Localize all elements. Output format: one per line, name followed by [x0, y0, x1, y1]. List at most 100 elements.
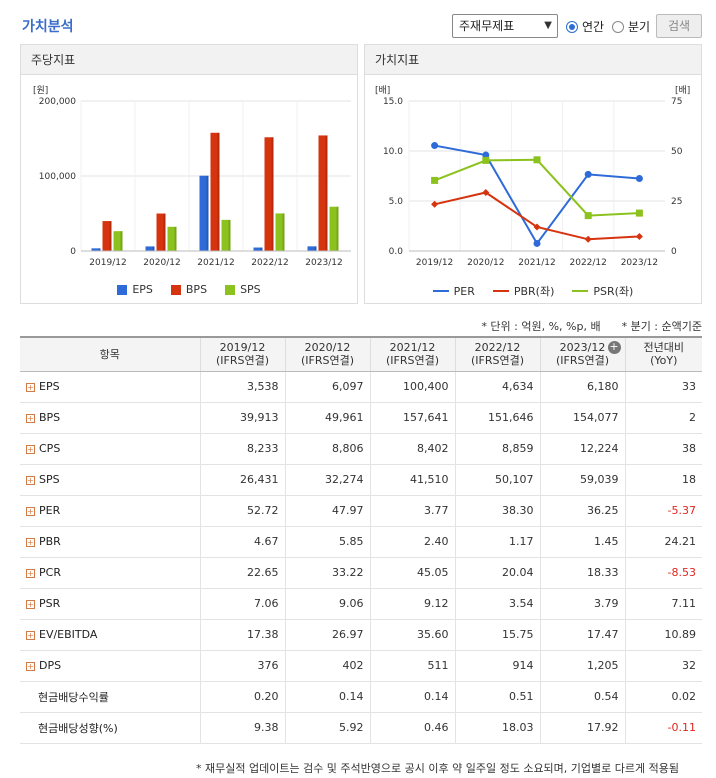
value-cell: 154,077	[540, 402, 626, 434]
value-cell: 32,274	[285, 464, 371, 496]
table-row: + EV/EBITDA 17.38 26.97 35.60 15.75 17.47 10.89	[20, 619, 702, 651]
valuation-table: 항목 2019/12 (IFRS연결) 2020/12 (IFRS연결) 2021/12(…	[20, 336, 702, 744]
value-cell: 36.25	[540, 495, 626, 527]
x-tick-label: 2020/12	[467, 258, 504, 268]
point-pbr	[533, 223, 541, 231]
bar-shade	[336, 206, 339, 251]
expand-icon[interactable]: +	[26, 661, 35, 671]
bar-shade	[217, 132, 220, 251]
header-sublabel: (IFRS연결)	[385, 354, 440, 368]
value-cell: 9.06	[285, 588, 371, 620]
bar-sps	[113, 231, 123, 251]
value-cell: 0.51	[455, 681, 541, 713]
legend-label: PBR(좌)	[513, 285, 555, 298]
table-header-row: 항목 2019/12 (IFRS연결) 2020/12 (IFRS연결) 2021/12(…	[20, 336, 702, 372]
value-cell: 1.45	[540, 526, 626, 558]
value-cell: 5.85	[285, 526, 371, 558]
table-row: + EPS 3,538 6,097 100,400 4,634 6,180 33	[20, 371, 702, 403]
y-tick-label-right: 75	[671, 97, 682, 107]
y-tick-label-right: 0	[671, 247, 677, 257]
row-name: PER	[39, 504, 61, 517]
x-tick-label: 2020/12	[143, 258, 180, 268]
table-row: 현금배당성향(%) 9.38 5.92 0.46 18.03 17.92 -0.11	[20, 712, 702, 744]
bar-shade	[228, 219, 231, 251]
per-share-bar-chart: [원] 0 100,000 200,000 2019/12 2020/12 2021/12 2…	[33, 85, 351, 268]
expand-icon[interactable]: +	[26, 475, 35, 485]
row-label: 현금배당수익률	[20, 681, 201, 713]
value-cell: 8,806	[285, 433, 371, 465]
value-cell: 15.75	[455, 619, 541, 651]
value-cell: 38.30	[455, 495, 541, 527]
row-label[interactable]: + PCR	[20, 557, 201, 589]
bar-shade	[163, 213, 166, 251]
bar-shade	[206, 175, 209, 251]
yoy-cell: 2	[625, 402, 702, 434]
row-label[interactable]: + PER	[20, 495, 201, 527]
yoy-cell: 0.02	[625, 681, 702, 713]
yoy-cell: 10.89	[625, 619, 702, 651]
value-cell: 8,233	[200, 433, 286, 465]
row-label[interactable]: + EPS	[20, 371, 201, 403]
value-cell: 8,402	[370, 433, 456, 465]
value-cell: 7.06	[200, 588, 286, 620]
expand-icon[interactable]: +	[26, 506, 35, 516]
value-cell: 9.38	[200, 712, 286, 744]
legend-item: EPS	[117, 283, 153, 296]
expand-icon[interactable]: +	[26, 599, 35, 609]
value-cell: 18.03	[455, 712, 541, 744]
bar-eps	[253, 247, 263, 251]
chevron-down-icon: ▼	[544, 20, 552, 31]
search-button[interactable]: 검색	[656, 14, 702, 38]
bar-shade	[98, 248, 101, 251]
yoy-cell: 24.21	[625, 526, 702, 558]
row-label[interactable]: + PSR	[20, 588, 201, 620]
expand-icon[interactable]: +	[26, 630, 35, 640]
value-cell: 45.05	[370, 557, 456, 589]
expand-icon[interactable]: +	[26, 444, 35, 454]
section-title: 가치분석	[22, 19, 74, 35]
bar-bps	[210, 132, 220, 251]
table-row: + BPS 39,913 49,961 157,641 151,646 154,077 2	[20, 402, 702, 434]
row-label[interactable]: + DPS	[20, 650, 201, 682]
legend-label: EPS	[132, 283, 153, 296]
point-psr	[533, 156, 541, 164]
y-tick-label-left: 0.0	[389, 247, 404, 257]
value-cell: 49,961	[285, 402, 371, 434]
table-row: + CPS 8,233 8,806 8,402 8,859 12,224 38	[20, 433, 702, 465]
statement-select[interactable]: 주재무제표 ▼	[452, 14, 558, 38]
table-row: + SPS 26,431 32,274 41,510 50,107 59,039 18	[20, 464, 702, 496]
row-label[interactable]: + SPS	[20, 464, 201, 496]
bar-shade	[325, 135, 328, 251]
expand-icon[interactable]: +	[26, 382, 35, 392]
y-tick-label-left: 10.0	[383, 147, 403, 157]
point-psr	[482, 156, 490, 164]
yoy-cell: -0.11	[625, 712, 702, 744]
expand-icon[interactable]: +	[26, 537, 35, 547]
header-item: 항목	[20, 336, 201, 372]
row-label[interactable]: + EV/EBITDA	[20, 619, 201, 651]
bar-bps	[156, 213, 166, 251]
expand-icon[interactable]: +	[26, 568, 35, 578]
row-label[interactable]: + BPS	[20, 402, 201, 434]
value-cell: 50,107	[455, 464, 541, 496]
radio-quarter[interactable]: 분기	[612, 18, 650, 35]
row-label[interactable]: + PBR	[20, 526, 201, 558]
radio-annual[interactable]: 연간	[566, 18, 604, 35]
expand-icon[interactable]: +	[26, 413, 35, 423]
header-label: 2022/12	[474, 341, 521, 355]
value-cell: 0.20	[200, 681, 286, 713]
value-cell: 17.38	[200, 619, 286, 651]
value-cell: 0.14	[370, 681, 456, 713]
value-cell: 33.22	[285, 557, 371, 589]
bar-bps	[318, 135, 328, 251]
bar-shade	[282, 213, 285, 251]
legend-label: BPS	[185, 283, 208, 296]
row-name: PSR	[39, 597, 61, 610]
row-label[interactable]: + CPS	[20, 433, 201, 465]
value-cell: 9.12	[370, 588, 456, 620]
legend-swatch	[170, 284, 181, 295]
series-line-psr	[434, 158, 640, 217]
add-period-icon[interactable]: +	[607, 340, 621, 354]
value-cell: 47.97	[285, 495, 371, 527]
y-tick-label-left: 15.0	[383, 97, 403, 107]
